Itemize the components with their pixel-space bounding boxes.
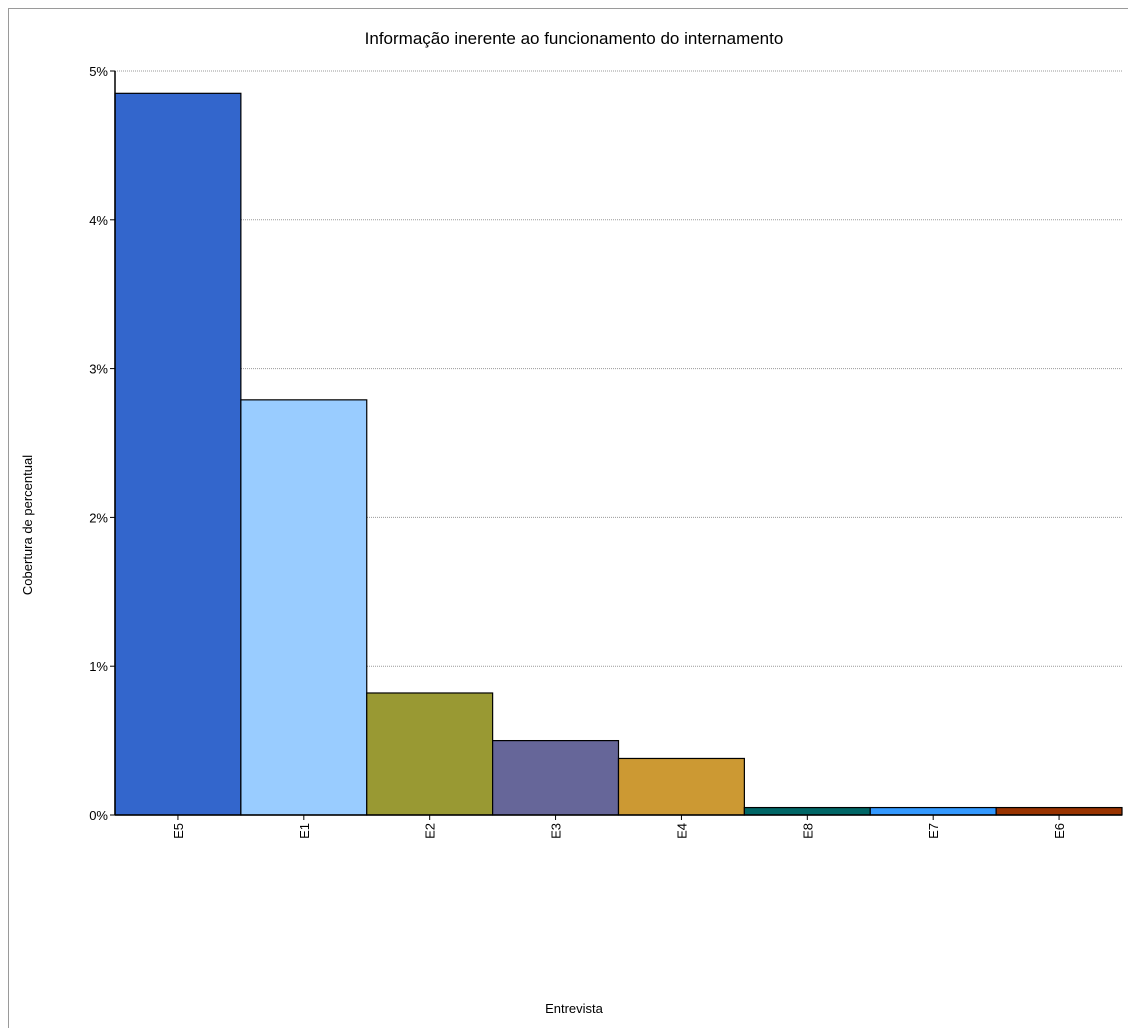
y-tick-label: 4% [89,213,108,228]
axes [114,71,1122,816]
bar-e7 [869,806,997,816]
chart-title: Informação inerente ao funcionamento do … [365,29,784,48]
x-tick-label: E2 [423,823,438,839]
y-tick-label: 0% [89,808,108,823]
x-tick-label: E8 [800,823,815,839]
x-tick-label: E3 [549,823,564,839]
bar-e2 [366,692,494,816]
bar-e6 [995,806,1123,816]
x-tick-label: E6 [1052,823,1067,839]
bars [114,92,1123,816]
y-tick-label: 1% [89,659,108,674]
chart-frame [8,8,1128,1028]
bar-e5 [114,92,242,816]
x-tick-label: E4 [674,823,689,839]
y-tick-label: 3% [89,362,108,377]
x-ticks: E5 E1 E2 E3 E4 E8 E7 E6 [171,815,1067,839]
bar-e8 [743,806,871,816]
x-tick-label: E7 [926,823,941,839]
bar-e1 [240,399,368,816]
x-tick-label: E1 [297,823,312,839]
bar-e3 [492,739,620,816]
y-ticks: 0% 1% 2% 3% 4% 5% [89,64,115,823]
y-axis-label: Cobertura de percentual [20,455,35,595]
y-tick-label: 5% [89,64,108,79]
y-tick-label: 2% [89,510,108,525]
bar-e4 [617,757,745,816]
x-axis-label: Entrevista [545,1001,604,1016]
x-tick-label: E5 [171,823,186,839]
